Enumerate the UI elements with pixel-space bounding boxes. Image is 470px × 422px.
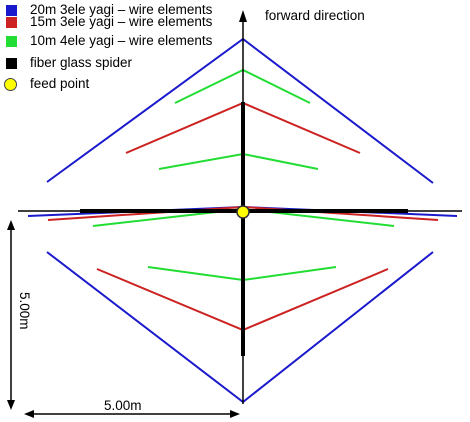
legend-label-feed-point: feed point	[30, 76, 90, 91]
legend-feed-point-icon	[4, 78, 17, 91]
legend-label-15m: 15m 3ele yagi – wire elements	[30, 14, 213, 29]
dim-arrow-left-icon	[24, 410, 34, 418]
legend-label-10m: 10m 4ele yagi – wire elements	[30, 33, 213, 48]
height-dimension-label: 5.00m	[17, 292, 32, 330]
width-dimension-label: 5.00m	[104, 398, 142, 413]
dimension-vertical	[7, 220, 15, 410]
dimension-horizontal	[24, 410, 240, 418]
legend-label-spider: fiber glass spider	[30, 55, 133, 70]
feed-point-marker	[236, 205, 250, 219]
legend-swatch-20m-icon	[6, 5, 17, 16]
legend-label-20m: 20m 3ele yagi – wire elements	[30, 2, 213, 17]
forward-direction-label: forward direction	[265, 8, 365, 23]
forward-arrow-icon	[239, 10, 247, 22]
dim-arrow-down-icon	[7, 400, 15, 410]
dim-arrow-right-icon	[230, 410, 240, 418]
legend-swatch-10m-icon	[6, 36, 17, 47]
legend-swatch-spider-icon	[6, 58, 17, 69]
legend-swatch-15m-icon	[6, 17, 17, 28]
element-10m-director-1	[158, 152, 319, 170]
dim-arrow-up-icon	[7, 220, 15, 230]
